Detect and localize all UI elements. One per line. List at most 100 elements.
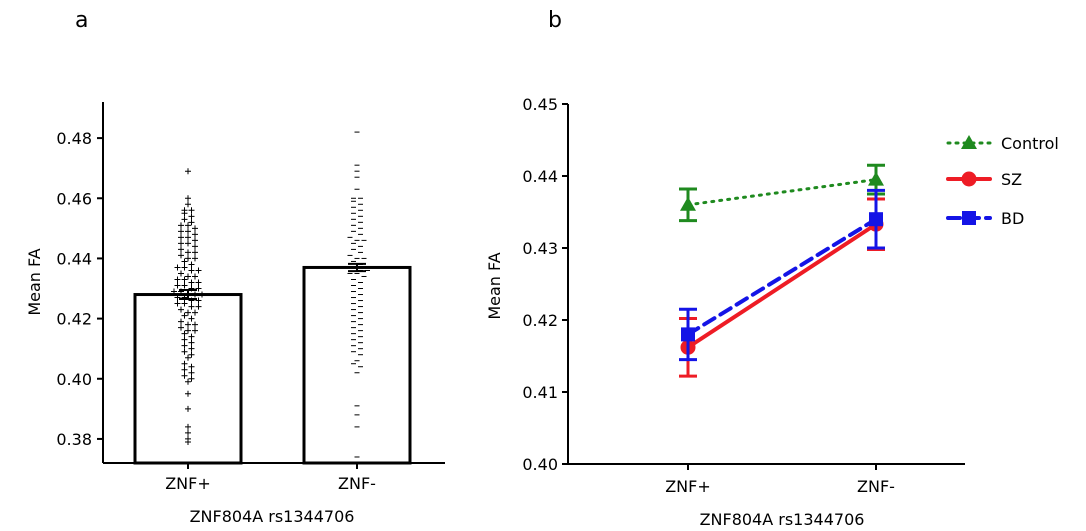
point-marker-plus	[192, 321, 198, 328]
point-marker-plus	[188, 375, 195, 382]
point-marker-plus	[188, 279, 195, 286]
point-marker-plus	[188, 339, 195, 346]
legend-marker-control	[961, 135, 977, 149]
data-point-control	[868, 171, 884, 186]
y-tick-label: 0.40	[56, 370, 92, 389]
point-marker-plus	[188, 363, 195, 370]
x-tick-label: ZNF+	[665, 477, 711, 496]
y-tick-label: 0.48	[56, 129, 92, 148]
y-tick-label: 0.44	[56, 249, 92, 268]
point-marker-plus	[192, 231, 198, 238]
point-marker-plus	[188, 267, 195, 274]
data-point-bd	[681, 327, 695, 342]
point-marker-plus	[178, 306, 184, 313]
point-marker-plus	[174, 264, 181, 271]
point-marker-plus	[185, 309, 191, 316]
point-marker-plus	[192, 243, 198, 250]
point-marker-plus	[181, 210, 188, 217]
point-marker-plus	[185, 249, 191, 256]
point-marker-plus	[181, 300, 188, 307]
series-sz	[679, 197, 885, 378]
point-marker-plus	[174, 300, 181, 307]
panel-a-scatter-points	[171, 131, 370, 458]
panel-b-y-axis-title: Mean FA	[485, 252, 504, 319]
error-bar	[179, 289, 197, 301]
point-marker-plus	[185, 429, 191, 436]
point-marker-plus	[181, 312, 188, 319]
y-tick-label: 0.46	[56, 189, 92, 208]
point-marker-plus	[188, 369, 195, 376]
point-marker-plus	[195, 297, 202, 304]
legend-label-bd: BD	[1001, 209, 1024, 228]
y-tick-label: 0.41	[522, 383, 558, 402]
point-marker-plus	[178, 240, 184, 247]
point-marker-plus	[188, 333, 195, 340]
panel-a-bars	[133, 262, 412, 465]
legend-label-control: Control	[1001, 134, 1059, 153]
panel-a-letter: a	[75, 8, 88, 33]
point-marker-plus	[181, 216, 188, 223]
point-marker-plus	[185, 201, 191, 208]
point-marker-plus	[178, 228, 184, 235]
point-marker-plus	[192, 309, 198, 316]
point-marker-plus	[181, 366, 188, 373]
point-marker-plus	[185, 438, 191, 445]
point-marker-plus	[181, 348, 188, 355]
point-marker-plus	[181, 282, 188, 289]
panel-b-letter: b	[548, 8, 562, 33]
series-line-control	[686, 178, 878, 207]
point-marker-plus	[192, 225, 198, 232]
panel-a-axes: 0.38 0.40 0.42 0.44 0.46 0.48 ZNF+ ZNF-	[56, 102, 445, 493]
point-marker-plus	[178, 234, 184, 241]
panel-b: b 0.40 0.41 0.42 0.43 0.44 0.45 ZNF+ ZNF- Contr…	[485, 8, 1059, 529]
point-marker-plus	[185, 273, 191, 280]
data-point-bd	[869, 212, 883, 227]
y-tick-label: 0.42	[522, 311, 558, 330]
point-marker-plus	[178, 222, 184, 229]
point-marker-plus	[192, 273, 198, 280]
point-marker-plus	[185, 405, 191, 412]
point-marker-plus	[174, 282, 181, 289]
panel-b-x-axis-title: ZNF804A rs1344706	[700, 510, 865, 529]
point-marker-plus	[185, 423, 191, 430]
series-bd	[679, 188, 885, 362]
panel-b-legend: Control SZ BD	[946, 134, 1059, 228]
legend-marker-sz	[961, 171, 977, 187]
point-marker-plus	[188, 303, 195, 310]
point-marker-plus	[181, 276, 188, 283]
y-tick-label: 0.38	[56, 430, 92, 449]
point-marker-plus	[185, 240, 191, 247]
point-marker-plus	[185, 354, 191, 361]
point-marker-plus	[181, 264, 188, 271]
x-tick-label: ZNF-	[338, 474, 376, 493]
y-tick-label: 0.42	[56, 310, 92, 329]
y-tick-label: 0.45	[522, 95, 558, 114]
point-marker-plus	[195, 285, 202, 292]
point-marker-plus	[188, 345, 195, 352]
point-marker-plus	[178, 252, 184, 259]
y-tick-label: 0.40	[522, 455, 558, 474]
legend-marker-bd	[962, 211, 976, 225]
point-marker-plus	[181, 360, 188, 367]
point-marker-plus	[181, 258, 188, 265]
point-marker-plus	[185, 321, 191, 328]
point-marker-plus	[185, 390, 191, 397]
point-marker-plus	[181, 342, 188, 349]
point-marker-plus	[185, 168, 191, 175]
point-marker-plus	[185, 195, 191, 202]
point-marker-plus	[178, 318, 184, 325]
point-marker-plus	[195, 303, 202, 310]
point-marker-plus	[185, 234, 191, 241]
point-marker-plus	[188, 207, 195, 214]
point-marker-plus	[188, 315, 195, 322]
point-marker-plus	[188, 219, 195, 226]
point-marker-plus	[174, 276, 181, 283]
legend-label-sz: SZ	[1001, 170, 1022, 189]
point-marker-plus	[188, 351, 195, 358]
y-tick-label: 0.44	[522, 167, 558, 186]
series-line-sz	[686, 222, 878, 350]
point-marker-plus	[181, 372, 188, 379]
point-marker-plus	[185, 222, 191, 229]
point-marker-plus	[185, 255, 191, 262]
